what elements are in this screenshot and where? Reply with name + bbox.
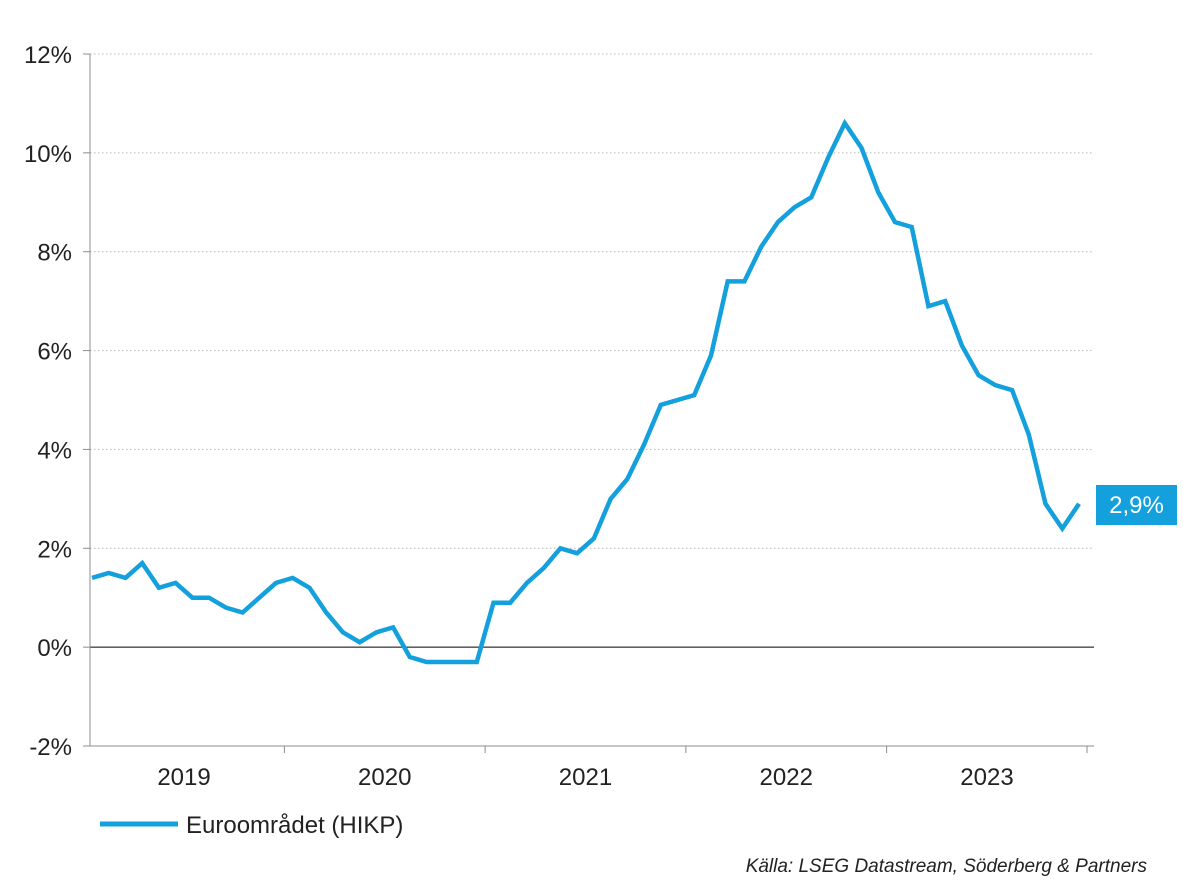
y-tick-label: 10% xyxy=(24,141,72,168)
legend-label-euroomradet: Euroområdet (HIKP) xyxy=(186,812,403,839)
y-tick-label: 6% xyxy=(37,339,72,366)
y-tick-label: 8% xyxy=(37,240,72,267)
last-value-callout: 2,9% xyxy=(1096,485,1177,525)
last-value-badge xyxy=(1096,485,1177,525)
legend: Euroområdet (HIKP) xyxy=(100,812,403,839)
x-axis-ticks: 2019 2020 2021 2022 2023 xyxy=(157,746,1088,791)
source-note: Källa: LSEG Datastream, Söderberg & Part… xyxy=(746,856,1148,877)
y-tick-label: 2% xyxy=(37,536,72,563)
y-tick-label: 12% xyxy=(24,42,72,69)
axes xyxy=(89,54,1094,747)
gridlines xyxy=(90,53,1094,549)
last-value-label: 2,9% xyxy=(1109,492,1164,519)
y-tick-label: 0% xyxy=(37,635,72,662)
series-layer xyxy=(91,118,1081,665)
series-line-euroomradet xyxy=(91,118,1081,665)
x-tick-label: 2023 xyxy=(960,764,1013,791)
y-tick-label: 4% xyxy=(37,437,72,464)
x-tick-label: 2020 xyxy=(358,764,411,791)
y-axis-ticks: -2% 0% 2% 4% 6% 8% 10% 12% xyxy=(24,42,90,761)
x-tick-label: 2019 xyxy=(157,764,210,791)
y-tick-label: -2% xyxy=(29,734,72,761)
x-tick-label: 2021 xyxy=(559,764,612,791)
x-tick-label: 2022 xyxy=(760,764,813,791)
